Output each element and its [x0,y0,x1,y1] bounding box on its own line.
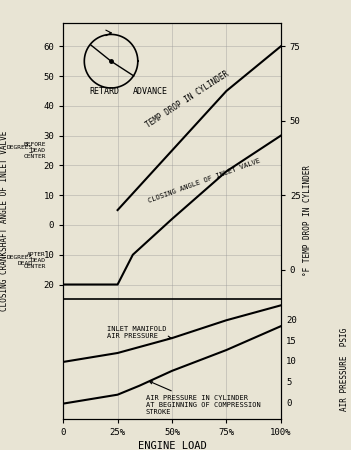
Text: DEGREES
→: DEGREES → [6,145,33,156]
Text: 20: 20 [286,316,297,325]
Text: APTER
DEAD
CENTER: APTER DEAD CENTER [23,252,46,270]
Text: 10: 10 [286,357,297,366]
Text: 5: 5 [286,378,292,387]
Text: INLET MANIFOLD
AIR PRESSURE: INLET MANIFOLD AIR PRESSURE [107,326,172,339]
Text: BEFORE
DEAD
CENTER: BEFORE DEAD CENTER [23,142,46,159]
Text: 0: 0 [286,399,292,408]
Text: TEMP DROP IN CYLINDER: TEMP DROP IN CYLINDER [144,70,230,130]
Text: ADVANCE: ADVANCE [133,87,168,96]
Text: 15: 15 [286,337,297,346]
Y-axis label: CLOSING CRANKSHAFT ANGLE OF INLET VALVE: CLOSING CRANKSHAFT ANGLE OF INLET VALVE [0,130,9,310]
Y-axis label: °F TEMP DROP IN CYLINDER: °F TEMP DROP IN CYLINDER [303,165,312,276]
Text: AIR PRESSURE  PSIG: AIR PRESSURE PSIG [340,328,350,410]
Text: RETARD: RETARD [89,87,119,96]
Text: AIR PRESSURE IN CYLINDER
AT BEGINNING OF COMPRESSION
STROKE: AIR PRESSURE IN CYLINDER AT BEGINNING OF… [146,381,261,415]
Text: DEGREES
DEAD: DEGREES DEAD [6,255,33,266]
X-axis label: ENGINE LOAD: ENGINE LOAD [138,441,206,450]
Text: CLOSING ANGLE OF INLET VALVE: CLOSING ANGLE OF INLET VALVE [148,157,261,203]
